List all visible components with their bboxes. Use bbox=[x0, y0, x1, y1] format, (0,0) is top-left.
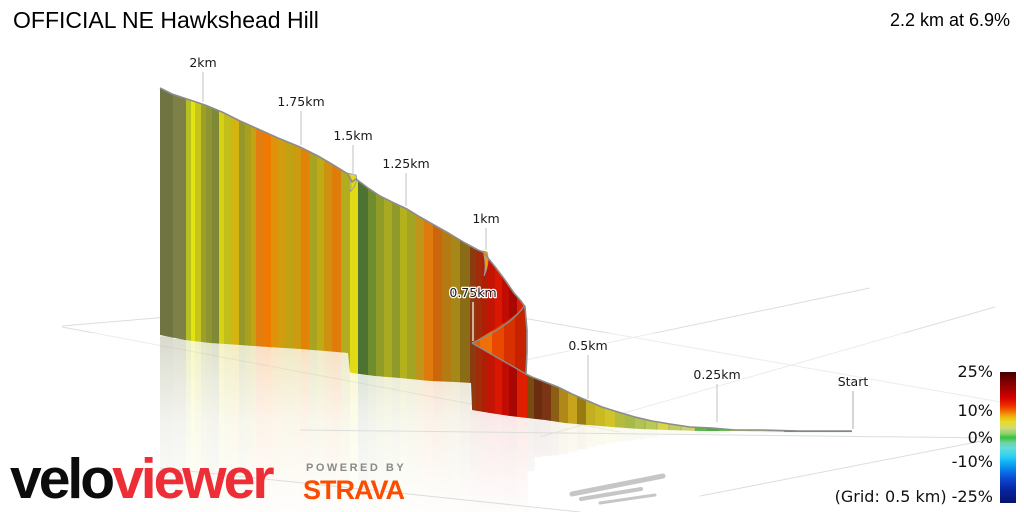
distance-label: Start bbox=[838, 374, 869, 389]
powered-by-label: POWERED BY bbox=[306, 462, 407, 474]
reflection bbox=[160, 336, 853, 512]
logo-velo-text: velo bbox=[10, 447, 115, 511]
fold-edge-upper bbox=[471, 304, 526, 344]
floor-grid-front bbox=[159, 429, 993, 512]
veloviewer-logo[interactable]: veloviewer bbox=[10, 451, 275, 508]
distance-label: 1.75km bbox=[277, 94, 324, 109]
legend-label-0: 0% bbox=[967, 428, 993, 447]
distance-label: 0.75km bbox=[449, 285, 496, 300]
distance-label: 1.5km bbox=[333, 128, 372, 143]
distance-label: 1.25km bbox=[382, 156, 429, 171]
distance-label: 2km bbox=[189, 55, 216, 70]
fold-edge-lower bbox=[471, 342, 527, 375]
page-title: OFFICIAL NE Hawkshead Hill bbox=[13, 7, 319, 33]
strava-logo[interactable]: STRAVA bbox=[303, 475, 405, 505]
logo-viewer-text: viewer bbox=[112, 447, 274, 511]
distance-label: 0.5km bbox=[568, 338, 607, 353]
gradient-colorbar bbox=[1000, 372, 1016, 503]
climb-summary: 2.2 km at 6.9% bbox=[889, 10, 1010, 30]
legend-label-10: 10% bbox=[957, 401, 993, 420]
legend-label-m10: -10% bbox=[951, 452, 993, 471]
distance-label: 0.25km bbox=[693, 367, 740, 382]
distance-markers: 2km 1.75km 1.5km 1.25km 1km 0.75km 0.5km 0.25km… bbox=[188, 54, 870, 429]
legend-label-m25: -25% bbox=[951, 487, 993, 506]
route-plan-shadow bbox=[569, 473, 666, 505]
legend-label-25: 25% bbox=[957, 362, 993, 381]
elevation-top-edge bbox=[159, 87, 852, 432]
distance-label: 1km bbox=[472, 211, 499, 226]
grid-note-text: (Grid: 0.5 km) bbox=[834, 487, 947, 506]
legend-grid-note: (Grid: 0.5 km) -25% bbox=[835, 489, 993, 505]
